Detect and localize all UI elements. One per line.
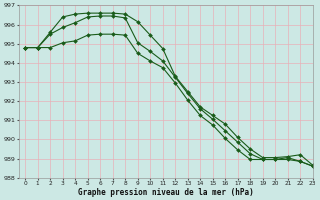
- X-axis label: Graphe pression niveau de la mer (hPa): Graphe pression niveau de la mer (hPa): [78, 188, 254, 197]
